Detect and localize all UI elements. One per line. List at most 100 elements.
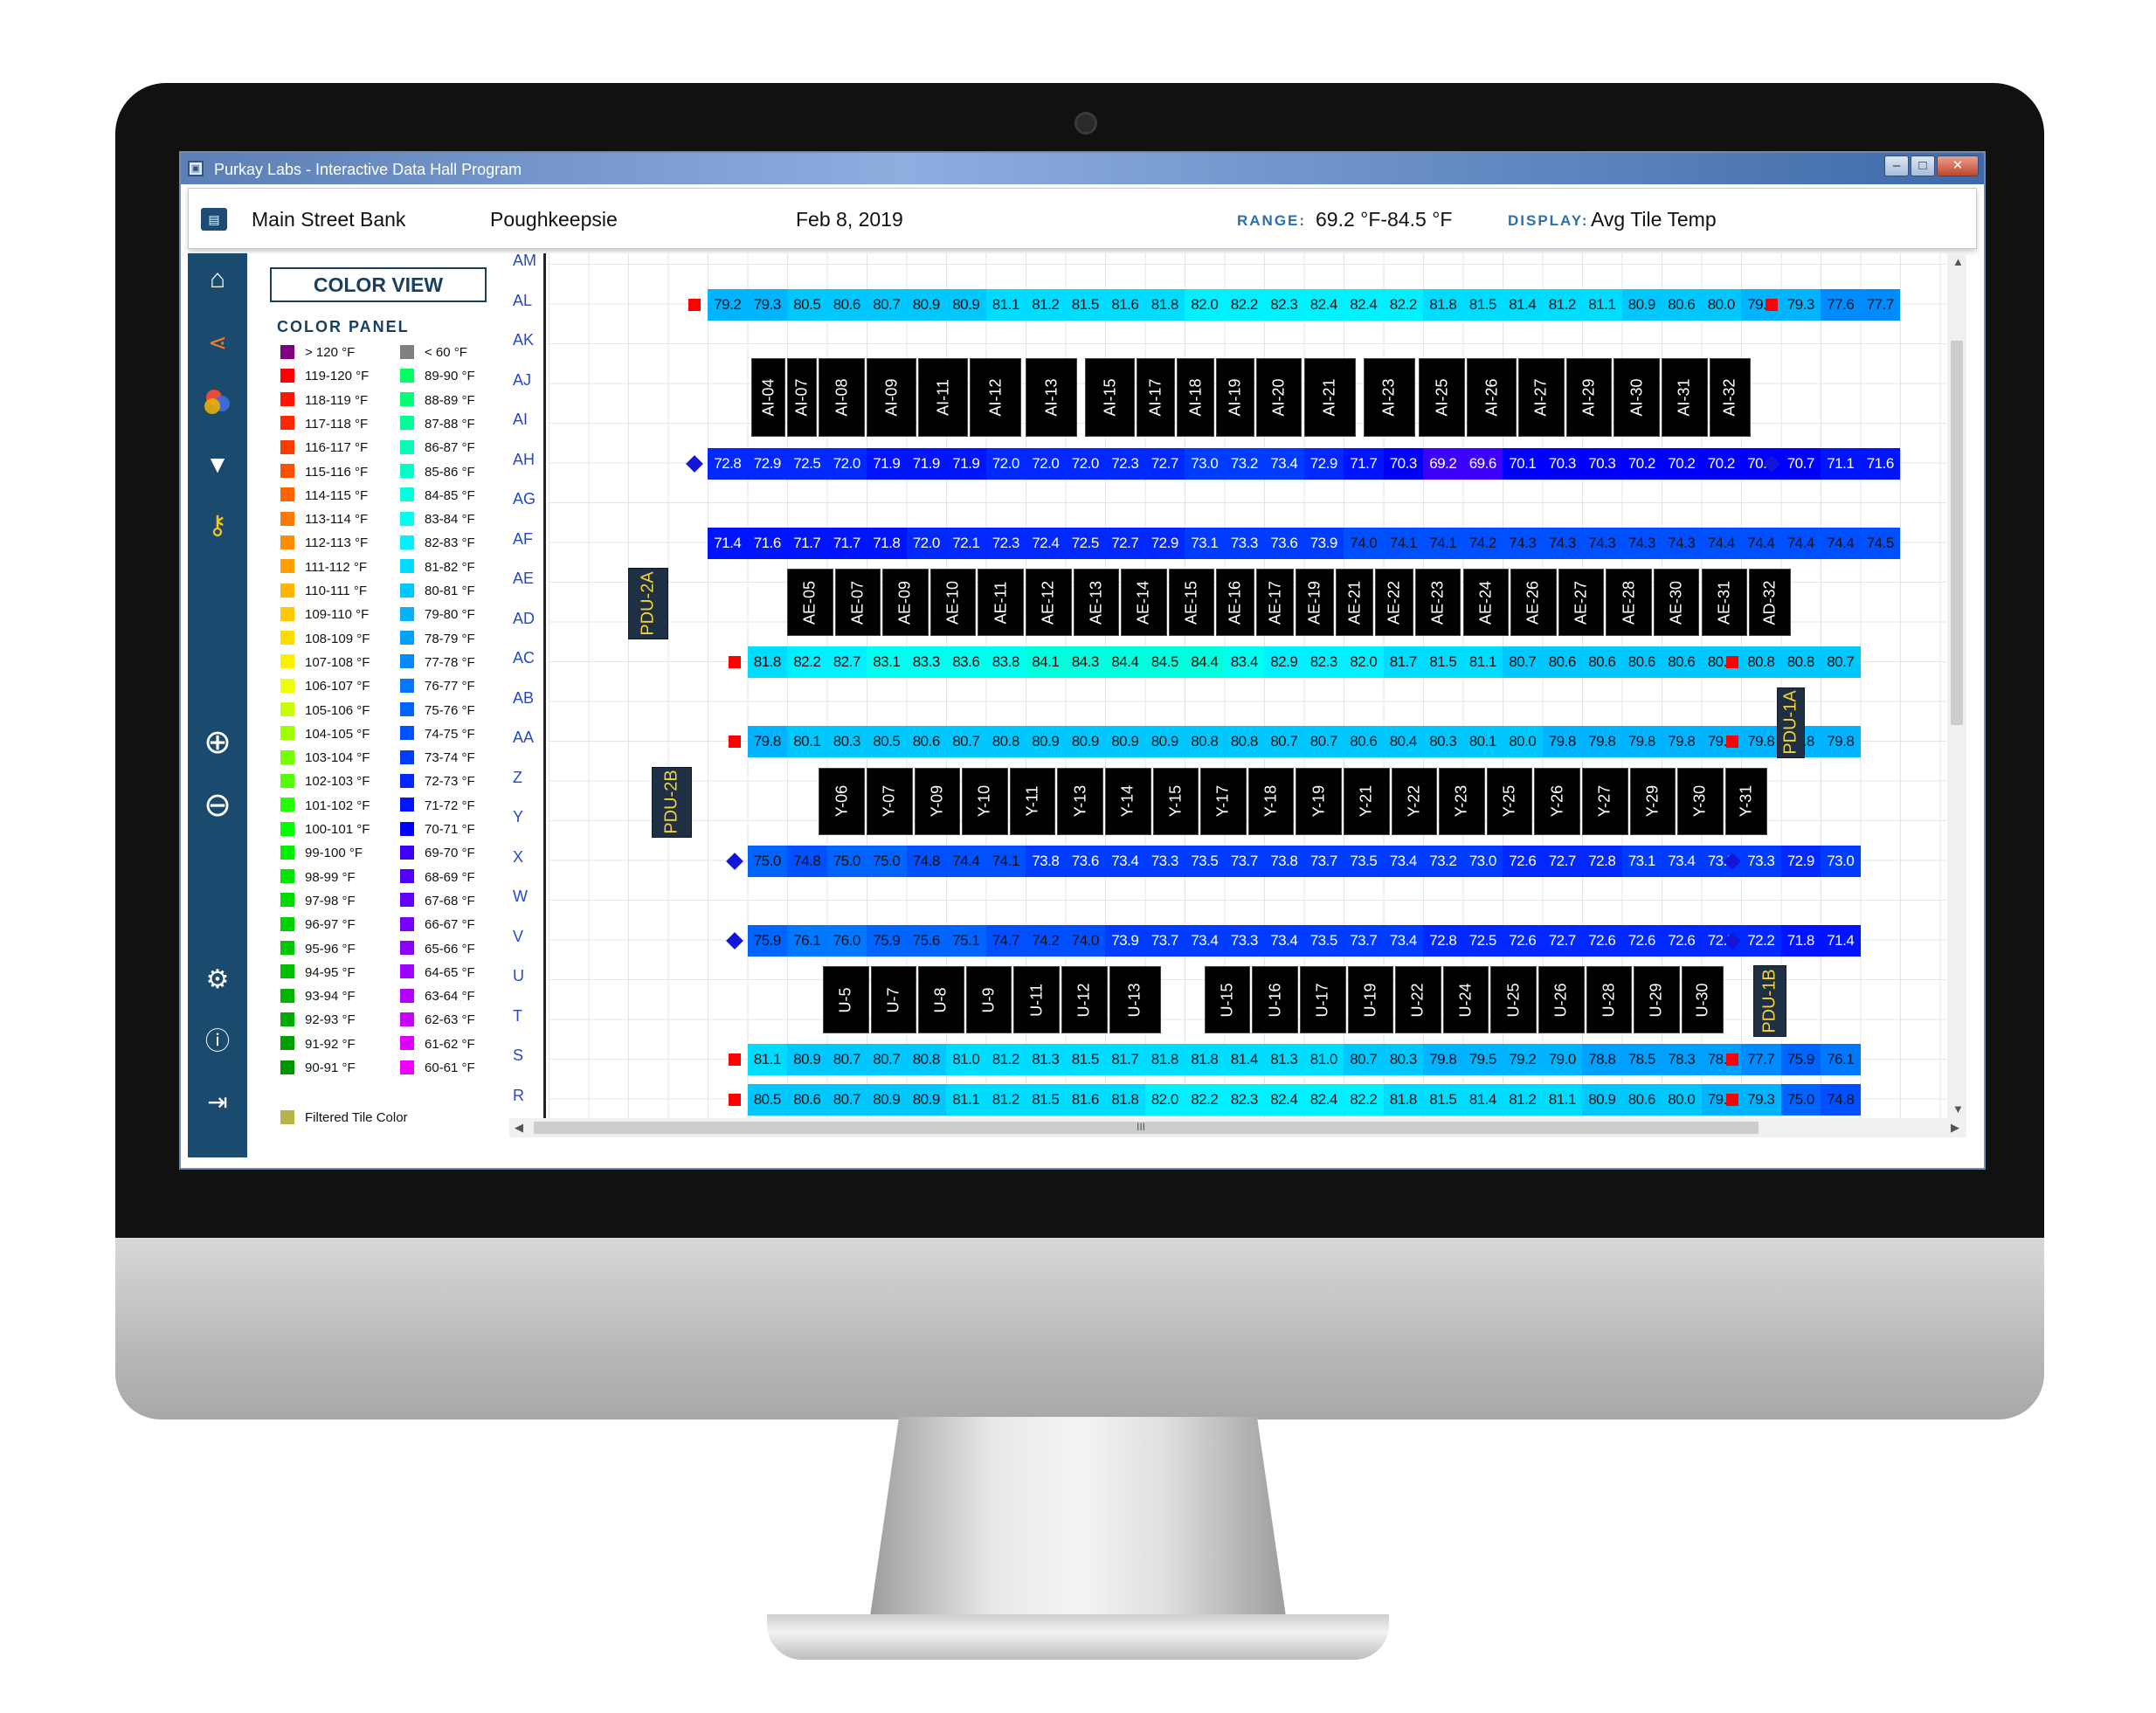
temp-tile[interactable]: 73.4 [1264, 447, 1304, 480]
temp-tile[interactable]: 73.7 [1344, 924, 1384, 957]
server-rack[interactable]: AE-16 [1216, 569, 1254, 636]
temp-tile[interactable]: 71.7 [826, 527, 867, 559]
temp-tile[interactable]: 80.9 [1144, 726, 1185, 757]
temp-tile[interactable]: 81.8 [747, 646, 787, 678]
temp-tile[interactable]: 75.6 [906, 924, 946, 957]
scroll-left-icon[interactable]: ◀ [515, 1121, 523, 1134]
server-rack[interactable]: U-30 [1681, 966, 1724, 1033]
temp-tile[interactable]: 80.7 [1503, 646, 1543, 678]
server-rack[interactable]: Y-23 [1439, 767, 1485, 835]
temp-tile[interactable]: 81.5 [1065, 1044, 1105, 1075]
temp-tile[interactable]: 72.4 [1026, 527, 1066, 559]
temp-tile[interactable]: 79.3 [747, 288, 787, 321]
server-rack[interactable]: AE-13 [1073, 569, 1120, 636]
temp-tile[interactable]: 74.3 [1503, 527, 1543, 559]
temp-tile[interactable]: 77.6 [1821, 288, 1861, 321]
server-rack[interactable]: Y-09 [914, 767, 961, 835]
temp-tile[interactable]: 82.3 [1224, 1083, 1264, 1116]
temp-tile[interactable]: 72.7 [1542, 845, 1582, 877]
temp-tile[interactable]: 81.2 [1503, 1083, 1543, 1116]
temp-tile[interactable]: 79.8 [1821, 726, 1861, 757]
server-rack[interactable]: Y-22 [1391, 767, 1438, 835]
temp-tile[interactable]: 74.8 [787, 845, 827, 877]
temp-tile[interactable]: 83.1 [867, 646, 907, 678]
temp-tile[interactable]: 73.7 [1224, 845, 1264, 877]
server-rack[interactable]: U-16 [1252, 966, 1298, 1033]
temp-tile[interactable]: 80.9 [906, 288, 946, 321]
temp-tile[interactable]: 72.7 [1105, 527, 1145, 559]
temp-tile[interactable]: 82.2 [787, 646, 827, 678]
temp-tile[interactable]: 80.6 [1542, 646, 1582, 678]
server-rack[interactable]: U-11 [1013, 966, 1060, 1033]
temp-tile[interactable]: 80.3 [1383, 1044, 1423, 1075]
temp-tile[interactable]: 82.4 [1303, 1083, 1344, 1116]
temp-tile[interactable]: 73.5 [1344, 845, 1384, 877]
temp-tile[interactable]: 73.9 [1303, 527, 1344, 559]
temp-tile[interactable]: 82.0 [1144, 1083, 1185, 1116]
cooling-unit-marker[interactable] [728, 1053, 741, 1066]
temp-tile[interactable]: 72.6 [1582, 924, 1622, 957]
temp-tile[interactable]: 80.7 [867, 288, 907, 321]
temp-tile[interactable]: 81.8 [1105, 1083, 1145, 1116]
temp-tile[interactable]: 80.6 [1344, 726, 1384, 757]
temp-tile[interactable]: 80.6 [1621, 646, 1662, 678]
server-rack[interactable]: AI-15 [1085, 357, 1136, 438]
server-rack[interactable]: U-22 [1395, 966, 1441, 1033]
color-icon[interactable] [200, 386, 235, 421]
temp-tile[interactable]: 80.3 [826, 726, 867, 757]
temp-tile[interactable]: 72.0 [985, 447, 1026, 480]
temp-tile[interactable]: 82.2 [1185, 1083, 1225, 1116]
server-rack[interactable]: AE-14 [1121, 569, 1167, 636]
temp-tile[interactable]: 72.8 [1423, 924, 1463, 957]
temp-tile[interactable]: 82.2 [1383, 288, 1423, 321]
temp-tile[interactable]: 74.4 [946, 845, 986, 877]
temp-tile[interactable]: 71.6 [747, 527, 787, 559]
temp-tile[interactable]: 80.9 [1026, 726, 1066, 757]
sensor-marker[interactable] [686, 454, 704, 473]
temp-tile[interactable]: 70.2 [1701, 447, 1741, 480]
temp-tile[interactable]: 72.9 [1780, 845, 1821, 877]
server-rack[interactable]: Y-31 [1724, 767, 1767, 835]
temp-tile[interactable]: 81.2 [985, 1083, 1026, 1116]
temp-tile[interactable]: 72.5 [1462, 924, 1503, 957]
temp-tile[interactable]: 81.5 [1065, 288, 1105, 321]
server-rack[interactable]: Y-29 [1629, 767, 1676, 835]
temp-tile[interactable]: 80.9 [1065, 726, 1105, 757]
temp-tile[interactable]: 80.3 [1423, 726, 1463, 757]
temp-tile[interactable]: 72.6 [1662, 924, 1702, 957]
server-rack[interactable]: U-5 [822, 966, 869, 1033]
server-rack[interactable]: U-9 [965, 966, 1012, 1033]
temp-tile[interactable]: 72.5 [787, 447, 827, 480]
temp-tile[interactable]: 73.0 [1821, 845, 1861, 877]
temp-tile[interactable]: 81.4 [1224, 1044, 1264, 1075]
temp-tile[interactable]: 73.4 [1185, 924, 1225, 957]
temp-tile[interactable]: 78.5 [1621, 1044, 1662, 1075]
info-icon[interactable]: ⓘ [204, 1027, 230, 1054]
cooling-unit-marker[interactable] [1725, 1053, 1738, 1066]
temp-tile[interactable]: 82.4 [1344, 288, 1384, 321]
temp-tile[interactable]: 82.0 [1185, 288, 1225, 321]
temp-tile[interactable]: 80.0 [1503, 726, 1543, 757]
server-rack[interactable]: U-26 [1538, 966, 1585, 1033]
temp-tile[interactable]: 81.5 [1026, 1083, 1066, 1116]
temp-tile[interactable]: 73.8 [1026, 845, 1066, 877]
server-rack[interactable]: Y-19 [1296, 767, 1342, 835]
temp-tile[interactable]: 81.6 [1065, 1083, 1105, 1116]
temp-tile[interactable]: 75.0 [747, 845, 787, 877]
server-rack[interactable]: AI-27 [1518, 357, 1565, 438]
temp-tile[interactable]: 75.0 [867, 845, 907, 877]
server-rack[interactable]: Y-13 [1057, 767, 1103, 835]
color-view-button[interactable]: COLOR VIEW [270, 267, 487, 302]
server-rack[interactable]: AI-17 [1137, 357, 1175, 438]
server-rack[interactable]: AE-11 [978, 569, 1024, 636]
temp-tile[interactable]: 81.8 [1383, 1083, 1423, 1116]
temp-tile[interactable]: 82.4 [1264, 1083, 1304, 1116]
temp-tile[interactable]: 82.3 [1264, 288, 1304, 321]
horizontal-scroll-thumb[interactable] [534, 1122, 1759, 1134]
temp-tile[interactable]: 73.5 [1185, 845, 1225, 877]
temp-tile[interactable]: 80.9 [1621, 288, 1662, 321]
temp-tile[interactable]: 72.8 [1582, 845, 1622, 877]
temp-tile[interactable]: 73.2 [1423, 845, 1463, 877]
server-rack[interactable]: Y-26 [1534, 767, 1580, 835]
temp-tile[interactable]: 84.1 [1026, 646, 1066, 678]
